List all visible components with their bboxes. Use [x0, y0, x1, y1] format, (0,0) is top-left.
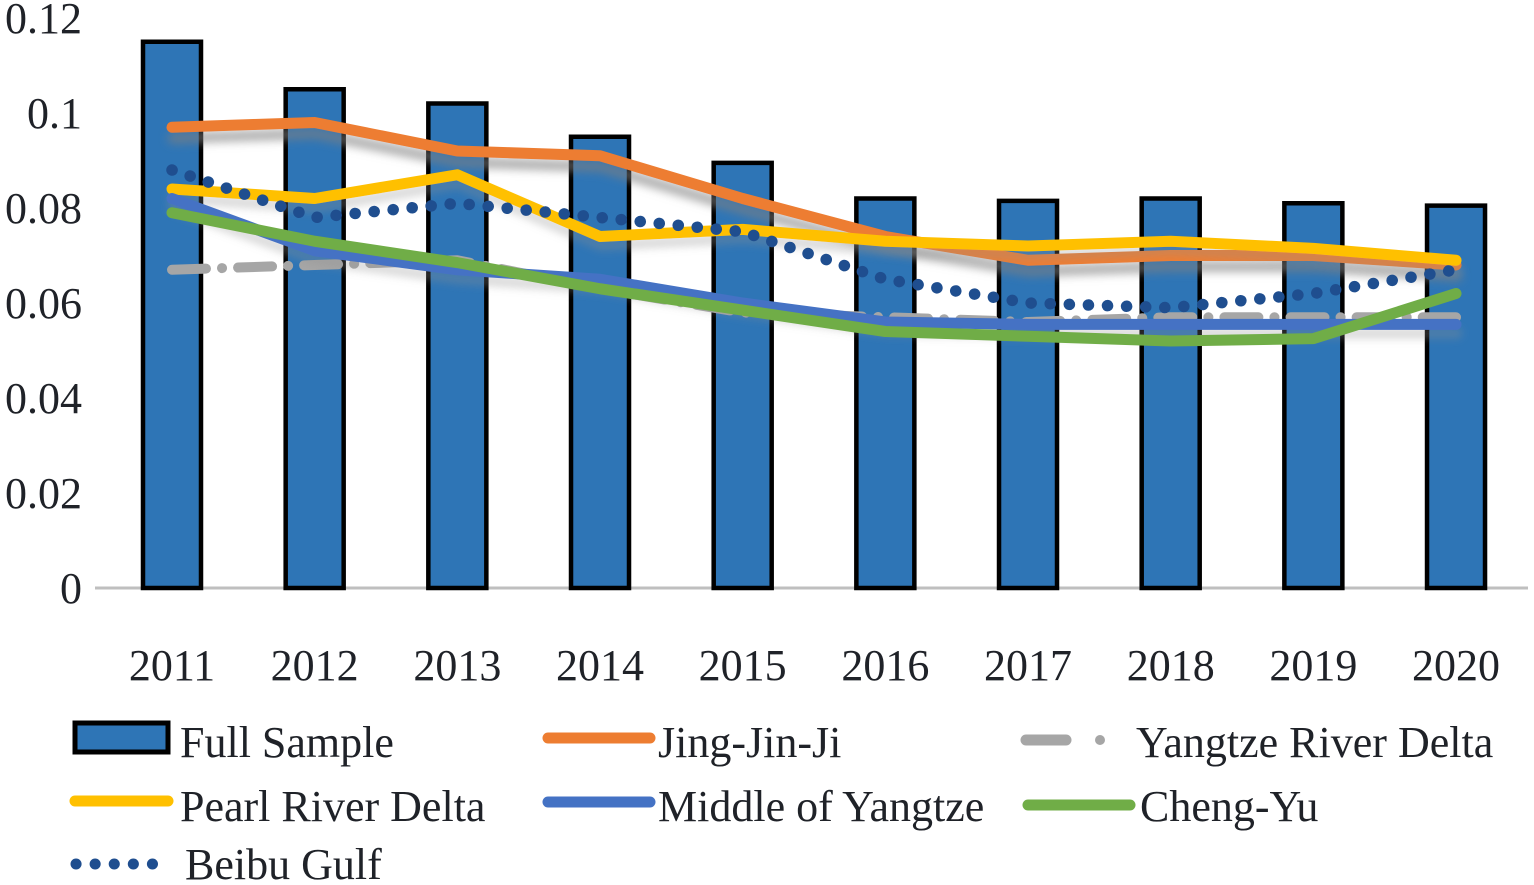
bar-full-sample-2018	[1139, 196, 1202, 591]
y-tick-label: 0	[60, 564, 82, 613]
y-tick-label: 0.06	[5, 279, 82, 328]
line-beibu-gulf	[166, 164, 1462, 314]
y-tick-label: 0.02	[5, 469, 82, 518]
line-jing-jin-ji	[166, 117, 1462, 271]
legend-label: Pearl River Delta	[180, 782, 485, 831]
y-axis-labels: 0 0.02 0.04 0.06 0.08 0.1 0.12	[5, 0, 82, 613]
legend-item-cheng-yu: Cheng-Yu	[1022, 782, 1318, 831]
bar-full-sample-2016	[854, 196, 917, 591]
line-middle-of-yangtze	[166, 193, 1462, 330]
y-tick-label: 0.08	[5, 184, 82, 233]
lines-layer	[166, 117, 1462, 347]
x-axis-labels: 2011 2012 2013 2014 2015 2016 2017 2018 2019 2020	[129, 641, 1500, 690]
x-tick-label: 2016	[841, 641, 929, 690]
x-tick-label: 2011	[129, 641, 215, 690]
bar-full-sample-2011	[140, 39, 204, 591]
legend-item-beibu-gulf: Beibu Gulf	[70, 840, 382, 885]
legend-item-jing-jin-ji: Jing-Jin-Ji	[542, 718, 841, 767]
legend-label: Middle of Yangtze	[658, 782, 984, 831]
legend-label: Yangtze River Delta	[1136, 718, 1493, 767]
y-tick-label: 0.1	[27, 89, 82, 138]
bar-full-sample-2019	[1282, 201, 1345, 591]
legend-label: Full Sample	[180, 718, 394, 767]
x-tick-label: 2019	[1269, 641, 1357, 690]
line-cheng-yu	[166, 207, 1462, 347]
legend-item-full-sample: Full Sample	[72, 718, 394, 767]
legend-item-pearl-river-delta: Pearl River Delta	[69, 782, 485, 831]
x-tick-label: 2012	[271, 641, 359, 690]
legend: Full Sample Jing-Jin-Ji Yangtze River Delt…	[69, 718, 1493, 885]
x-tick-label: 2020	[1412, 641, 1500, 690]
legend-label: Cheng-Yu	[1140, 782, 1318, 831]
legend-swatch-bar	[72, 720, 171, 755]
line-pearl-river-delta	[166, 169, 1462, 266]
legend-item-yangtze-river-delta: Yangtze River Delta	[1020, 718, 1493, 767]
x-tick-label: 2015	[699, 641, 787, 690]
legend-item-middle-of-yangtze: Middle of Yangtze	[542, 782, 984, 831]
bars-layer	[140, 39, 1488, 591]
legend-swatch-dot	[1095, 735, 1105, 745]
y-tick-label: 0.12	[5, 0, 82, 43]
x-tick-label: 2017	[984, 641, 1072, 690]
legend-label: Beibu Gulf	[185, 840, 382, 885]
legend-label: Jing-Jin-Ji	[658, 718, 841, 767]
x-tick-label: 2018	[1127, 641, 1215, 690]
bar-full-sample-2012	[283, 87, 346, 591]
bar-full-sample-2014	[568, 134, 632, 591]
x-tick-label: 2013	[413, 641, 501, 690]
x-tick-label: 2014	[556, 641, 644, 690]
y-tick-label: 0.04	[5, 374, 82, 423]
